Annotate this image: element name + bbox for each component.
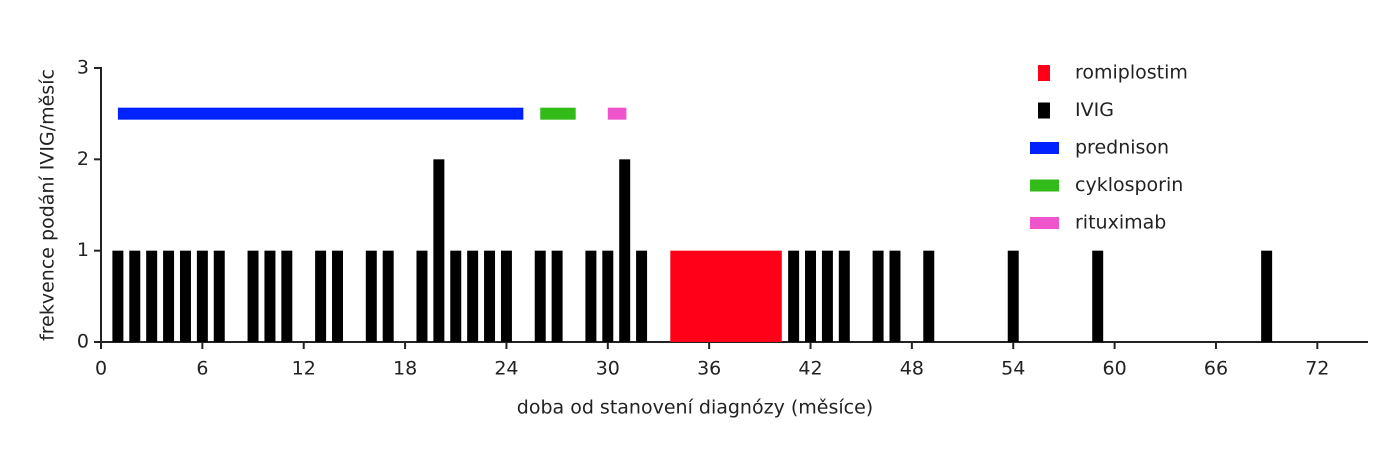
ivig-bar	[213, 250, 225, 342]
ivig-bar	[365, 250, 377, 342]
ivig-bar	[889, 250, 901, 342]
y-tick-label: 1	[77, 239, 89, 261]
ivig-bar	[332, 250, 343, 342]
ivig-bar	[534, 250, 546, 342]
ivig-bar	[281, 250, 293, 342]
ivig-bar	[264, 250, 276, 342]
ivig-bar	[146, 250, 158, 342]
x-tick-label: 60	[1103, 358, 1127, 380]
legend-label: cyklosporin	[1075, 174, 1183, 196]
ivig-bar	[247, 250, 259, 342]
legend-marker	[1030, 142, 1059, 154]
x-tick-label: 42	[798, 358, 822, 380]
ivig-bar	[1092, 250, 1104, 342]
y-tick-label: 0	[77, 331, 89, 353]
treatment-bar	[540, 107, 576, 120]
ivig-bar	[112, 250, 124, 342]
ivig-bar	[315, 250, 327, 342]
treatment-block	[670, 250, 782, 342]
ivig-bar	[872, 250, 884, 342]
legend-marker	[1038, 65, 1050, 81]
y-axis-title: frekvence podání IVIG/měsíc	[37, 69, 59, 341]
treatment-bar	[117, 107, 524, 120]
x-tick-label: 36	[697, 358, 721, 380]
ivig-bar	[450, 250, 462, 342]
ivig-bar	[382, 250, 394, 342]
x-tick-label: 72	[1305, 358, 1329, 380]
ivig-bar	[551, 250, 563, 342]
x-tick-label: 6	[196, 358, 208, 380]
legend-label: romiplostim	[1075, 62, 1188, 84]
treatment-bar	[607, 107, 627, 120]
y-tick-label: 2	[77, 148, 89, 170]
x-tick-label: 24	[494, 358, 518, 380]
ivig-bar	[179, 250, 191, 342]
ivig-bar	[636, 250, 648, 342]
ivig-bar	[821, 250, 833, 342]
x-axis-title: doba od stanovení diagnózy (měsíce)	[517, 397, 873, 419]
ivig-bar	[1007, 250, 1019, 342]
x-tick-label: 54	[1001, 358, 1025, 380]
x-tick-label: 66	[1204, 358, 1228, 380]
ivig-bar	[129, 250, 141, 342]
ivig-bar	[484, 250, 496, 342]
y-tick-label: 3	[77, 57, 89, 79]
ivig-bar	[500, 250, 512, 342]
ivig-bar	[433, 159, 445, 342]
ivig-bar	[196, 250, 208, 342]
ivig-bar	[619, 159, 631, 342]
x-tick-label: 0	[95, 358, 107, 380]
x-tick-label: 48	[900, 358, 924, 380]
ivig-bar	[805, 250, 817, 342]
ivig-bar	[416, 250, 428, 342]
ivig-bar	[585, 250, 597, 342]
ivig-bar	[838, 250, 850, 342]
ivig-bar	[788, 250, 800, 342]
legend-marker	[1038, 102, 1050, 119]
x-tick-label: 12	[292, 358, 316, 380]
x-tick-label: 18	[393, 358, 417, 380]
legend-marker	[1030, 217, 1059, 229]
legend-label: rituximab	[1075, 212, 1166, 234]
legend-label: IVIG	[1075, 99, 1114, 121]
ivig-bar	[467, 250, 479, 342]
legend-label: prednison	[1075, 137, 1169, 159]
ivig-bar	[923, 250, 935, 342]
ivig-bar	[163, 250, 175, 342]
legend-marker	[1030, 179, 1059, 192]
x-tick-label: 30	[596, 358, 620, 380]
ivig-bar	[1261, 250, 1273, 342]
ivig-bar	[602, 250, 614, 342]
